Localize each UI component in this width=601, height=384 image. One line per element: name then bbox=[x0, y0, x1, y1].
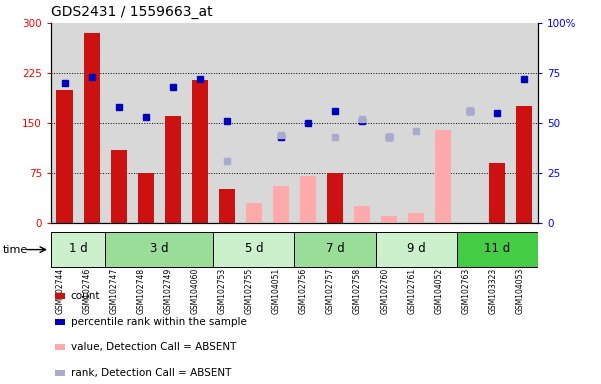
Bar bbox=[165, 116, 181, 223]
Text: GSM104060: GSM104060 bbox=[191, 268, 200, 314]
Bar bbox=[55, 293, 64, 299]
Text: percentile rank within the sample: percentile rank within the sample bbox=[71, 317, 247, 327]
Text: GSM102744: GSM102744 bbox=[56, 268, 65, 314]
Text: rank, Detection Call = ABSENT: rank, Detection Call = ABSENT bbox=[71, 368, 231, 378]
Bar bbox=[213, 232, 294, 267]
Text: GSM102755: GSM102755 bbox=[245, 268, 254, 314]
Text: 9 d: 9 d bbox=[407, 242, 426, 255]
Text: 7 d: 7 d bbox=[326, 242, 344, 255]
Bar bbox=[300, 176, 316, 223]
Text: time: time bbox=[3, 245, 28, 255]
Bar bbox=[84, 33, 100, 223]
Text: 1 d: 1 d bbox=[69, 242, 88, 255]
Text: GSM102763: GSM102763 bbox=[462, 268, 470, 314]
Bar bbox=[138, 173, 154, 223]
Bar bbox=[246, 203, 262, 223]
Text: GSM102758: GSM102758 bbox=[353, 268, 362, 314]
Text: GSM104052: GSM104052 bbox=[435, 268, 444, 314]
Bar bbox=[435, 129, 451, 223]
Bar bbox=[51, 232, 105, 267]
Text: GSM102761: GSM102761 bbox=[407, 268, 416, 314]
Text: GSM104051: GSM104051 bbox=[272, 268, 281, 314]
Bar bbox=[192, 79, 208, 223]
Text: count: count bbox=[71, 291, 100, 301]
Bar bbox=[489, 163, 505, 223]
Bar bbox=[381, 216, 397, 223]
Text: 5 d: 5 d bbox=[245, 242, 263, 255]
Text: GSM102746: GSM102746 bbox=[83, 268, 91, 314]
Bar bbox=[56, 89, 73, 223]
Text: GSM102760: GSM102760 bbox=[380, 268, 389, 314]
Text: 3 d: 3 d bbox=[150, 242, 168, 255]
Bar bbox=[376, 232, 457, 267]
Bar bbox=[354, 206, 370, 223]
Text: 11 d: 11 d bbox=[484, 242, 510, 255]
Bar bbox=[294, 232, 376, 267]
Bar bbox=[408, 213, 424, 223]
Text: GDS2431 / 1559663_at: GDS2431 / 1559663_at bbox=[51, 5, 213, 19]
Text: GSM103323: GSM103323 bbox=[489, 268, 498, 314]
Text: GSM102749: GSM102749 bbox=[164, 268, 173, 314]
Bar bbox=[55, 370, 64, 376]
Text: GSM102756: GSM102756 bbox=[299, 268, 308, 314]
Text: GSM102748: GSM102748 bbox=[137, 268, 146, 314]
Bar bbox=[327, 173, 343, 223]
Text: GSM102747: GSM102747 bbox=[110, 268, 118, 314]
Bar bbox=[55, 319, 64, 324]
Text: GSM104053: GSM104053 bbox=[516, 268, 524, 314]
Bar bbox=[273, 186, 289, 223]
Text: value, Detection Call = ABSENT: value, Detection Call = ABSENT bbox=[71, 343, 236, 353]
Text: GSM102757: GSM102757 bbox=[326, 268, 335, 314]
Bar bbox=[111, 149, 127, 223]
Bar bbox=[55, 344, 64, 350]
Bar bbox=[516, 106, 532, 223]
Text: GSM102753: GSM102753 bbox=[218, 268, 227, 314]
Bar bbox=[457, 232, 538, 267]
Bar bbox=[219, 189, 235, 223]
Bar bbox=[105, 232, 213, 267]
